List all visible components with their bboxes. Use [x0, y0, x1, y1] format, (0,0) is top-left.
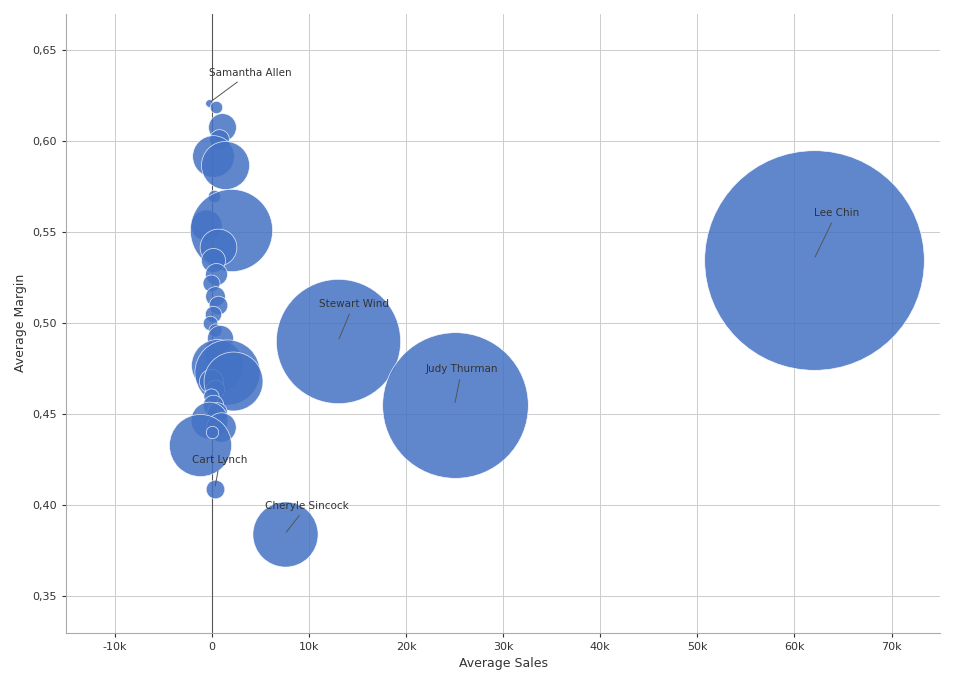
Point — [198, 220, 213, 231]
X-axis label: Average Sales: Average Sales — [458, 657, 547, 670]
Point — [208, 101, 223, 112]
Point — [203, 341, 218, 352]
Text: Samantha Allen: Samantha Allen — [209, 68, 292, 101]
Point — [210, 300, 225, 311]
Point — [217, 159, 233, 170]
Point — [207, 383, 222, 394]
Point — [207, 484, 222, 495]
Point — [330, 336, 345, 347]
Point — [203, 278, 218, 289]
Point — [203, 391, 218, 402]
Point — [219, 367, 234, 378]
Point — [214, 121, 230, 132]
Point — [204, 427, 219, 438]
Point — [205, 399, 220, 410]
Point — [202, 318, 217, 329]
Text: Stewart Wind: Stewart Wind — [318, 299, 388, 339]
Point — [446, 399, 461, 410]
Point — [208, 269, 223, 280]
Point — [207, 291, 222, 302]
Point — [223, 225, 238, 236]
Point — [203, 376, 218, 387]
Point — [205, 254, 220, 265]
Point — [213, 421, 229, 432]
Point — [201, 98, 216, 109]
Point — [206, 350, 221, 361]
Point — [209, 360, 224, 371]
Point — [205, 308, 220, 319]
Point — [201, 415, 216, 425]
Point — [211, 134, 226, 145]
Point — [193, 440, 208, 451]
Point — [206, 190, 221, 201]
Point — [207, 325, 222, 336]
Point — [205, 150, 220, 161]
Text: Lee Chin: Lee Chin — [813, 208, 859, 257]
Text: Cart Lynch: Cart Lynch — [193, 455, 248, 486]
Point — [210, 241, 225, 252]
Point — [212, 332, 227, 343]
Point — [805, 254, 821, 265]
Y-axis label: Average Margin: Average Margin — [14, 274, 27, 372]
Text: Cheryle Sincock: Cheryle Sincock — [265, 501, 349, 532]
Point — [225, 376, 240, 387]
Point — [209, 407, 224, 418]
Text: Judy Thurman: Judy Thurman — [425, 364, 497, 402]
Point — [276, 529, 292, 540]
